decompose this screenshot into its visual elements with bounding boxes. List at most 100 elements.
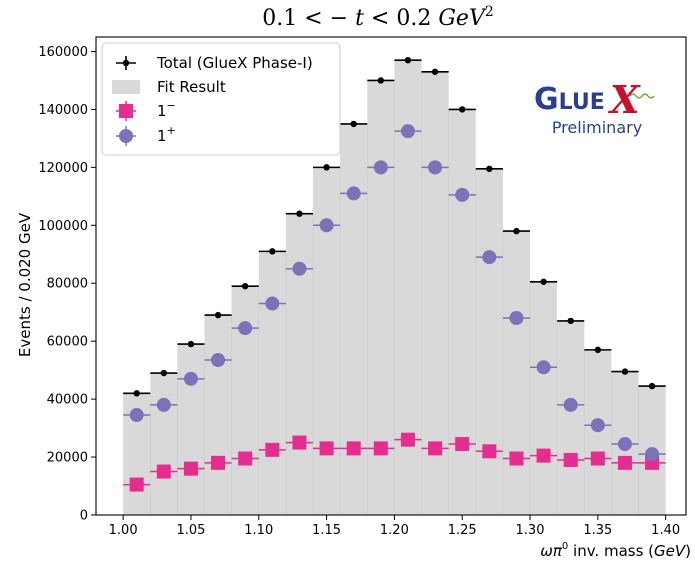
pos-marker — [211, 353, 226, 368]
gluex-logo-x: X — [608, 77, 641, 122]
legend-neg-marker — [119, 104, 133, 118]
total-marker — [540, 278, 547, 285]
pos-marker — [509, 311, 524, 326]
total-marker — [594, 346, 602, 354]
neg-marker — [265, 442, 280, 457]
neg-marker — [509, 451, 524, 466]
neg-marker — [211, 455, 226, 470]
total-marker — [133, 390, 140, 397]
total-marker — [160, 369, 168, 377]
x-tick-label: 1.30 — [516, 523, 545, 538]
x-tick-label: 1.05 — [176, 523, 205, 538]
total-marker — [431, 68, 439, 75]
fit-bar — [530, 281, 558, 515]
neg-marker — [292, 435, 307, 450]
pos-marker — [482, 250, 497, 265]
neg-marker — [373, 441, 388, 456]
pos-marker — [373, 160, 388, 175]
fit-bar — [502, 231, 531, 515]
legend-fit-label: Fit Result — [157, 78, 226, 96]
neg-marker — [156, 464, 171, 479]
fit-bar — [340, 123, 368, 515]
x-axis-label: ωπ0 inv. mass (GeV) — [540, 541, 691, 560]
pos-marker — [129, 408, 144, 423]
y-tick-label: 20000 — [47, 451, 88, 466]
plot-area — [123, 56, 666, 516]
total-marker — [404, 56, 412, 64]
total-marker — [513, 227, 520, 235]
fit-bar — [475, 168, 503, 515]
total-marker — [567, 317, 574, 325]
x-tick-label: 1.20 — [380, 523, 409, 538]
gluex-logo-lue: LUE — [559, 90, 605, 115]
axes: 0 20000 40000 60000 80000 100000 120000 140000 1… — [38, 36, 687, 538]
pos-marker — [428, 160, 443, 175]
x-tick-label: 1.40 — [651, 523, 680, 538]
neg-marker — [455, 437, 470, 452]
y-tick-label: 120000 — [38, 161, 88, 176]
y-tick-label: 140000 — [38, 103, 88, 118]
neg-marker — [482, 444, 497, 459]
total-marker — [377, 77, 385, 84]
legend-fit-swatch — [112, 80, 140, 94]
x-tick-label: 1.10 — [244, 523, 273, 538]
total-marker — [323, 164, 330, 171]
total-marker — [187, 340, 195, 348]
total-marker — [621, 368, 629, 375]
pos-marker — [563, 397, 578, 412]
fit-bar — [285, 213, 314, 515]
y-tick-label: 0 — [80, 509, 88, 524]
pos-marker — [617, 437, 632, 452]
total-marker — [459, 106, 466, 113]
neg-marker — [238, 451, 253, 466]
x-tick-label: 1.00 — [109, 523, 138, 538]
neg-marker — [617, 455, 632, 470]
legend-pos-marker — [119, 129, 133, 143]
pos-marker — [265, 296, 280, 311]
fit-bar — [258, 251, 286, 515]
y-tick-label: 100000 — [38, 219, 88, 234]
fit-bar — [231, 286, 259, 515]
neg-marker — [536, 448, 551, 463]
neg-marker — [129, 477, 144, 492]
pos-marker — [590, 418, 605, 433]
gluex-logo-g: G — [534, 82, 559, 117]
total-marker — [214, 311, 222, 319]
total-marker — [296, 210, 303, 217]
y-axis-label: Events / 0.020 GeV — [16, 212, 34, 357]
legend-total-marker — [122, 59, 130, 67]
y-tick-label: 160000 — [38, 45, 88, 60]
neg-marker — [319, 441, 334, 456]
fit-bar — [448, 109, 476, 515]
fit-bar — [421, 71, 449, 515]
pos-marker — [292, 261, 307, 276]
x-tick-label: 1.15 — [312, 523, 341, 538]
total-marker — [350, 120, 357, 128]
pos-marker — [319, 218, 334, 233]
legend-box — [101, 42, 341, 156]
total-marker — [648, 382, 656, 390]
gluex-logo-wave — [629, 93, 655, 99]
neg-marker — [563, 452, 578, 467]
pos-marker — [238, 321, 253, 336]
preliminary-label: Preliminary — [552, 118, 642, 137]
pos-marker — [346, 186, 361, 201]
x-tick-label: 1.25 — [448, 523, 477, 538]
y-tick-label: 80000 — [47, 277, 88, 292]
total-marker — [269, 248, 276, 255]
pos-marker — [645, 447, 660, 462]
y-tick-label: 40000 — [47, 393, 88, 408]
pos-marker — [156, 397, 171, 412]
gluex-logo-text: GLUE — [534, 82, 605, 117]
total-marker — [486, 165, 493, 173]
fit-bar — [150, 373, 178, 515]
pos-marker — [183, 371, 198, 386]
fit-bar — [177, 344, 205, 515]
neg-marker — [183, 461, 198, 476]
legend-neg-sup: − — [167, 99, 176, 112]
legend-pos-sup: + — [167, 124, 176, 137]
axes-frame — [95, 36, 687, 516]
neg-marker — [428, 441, 443, 456]
